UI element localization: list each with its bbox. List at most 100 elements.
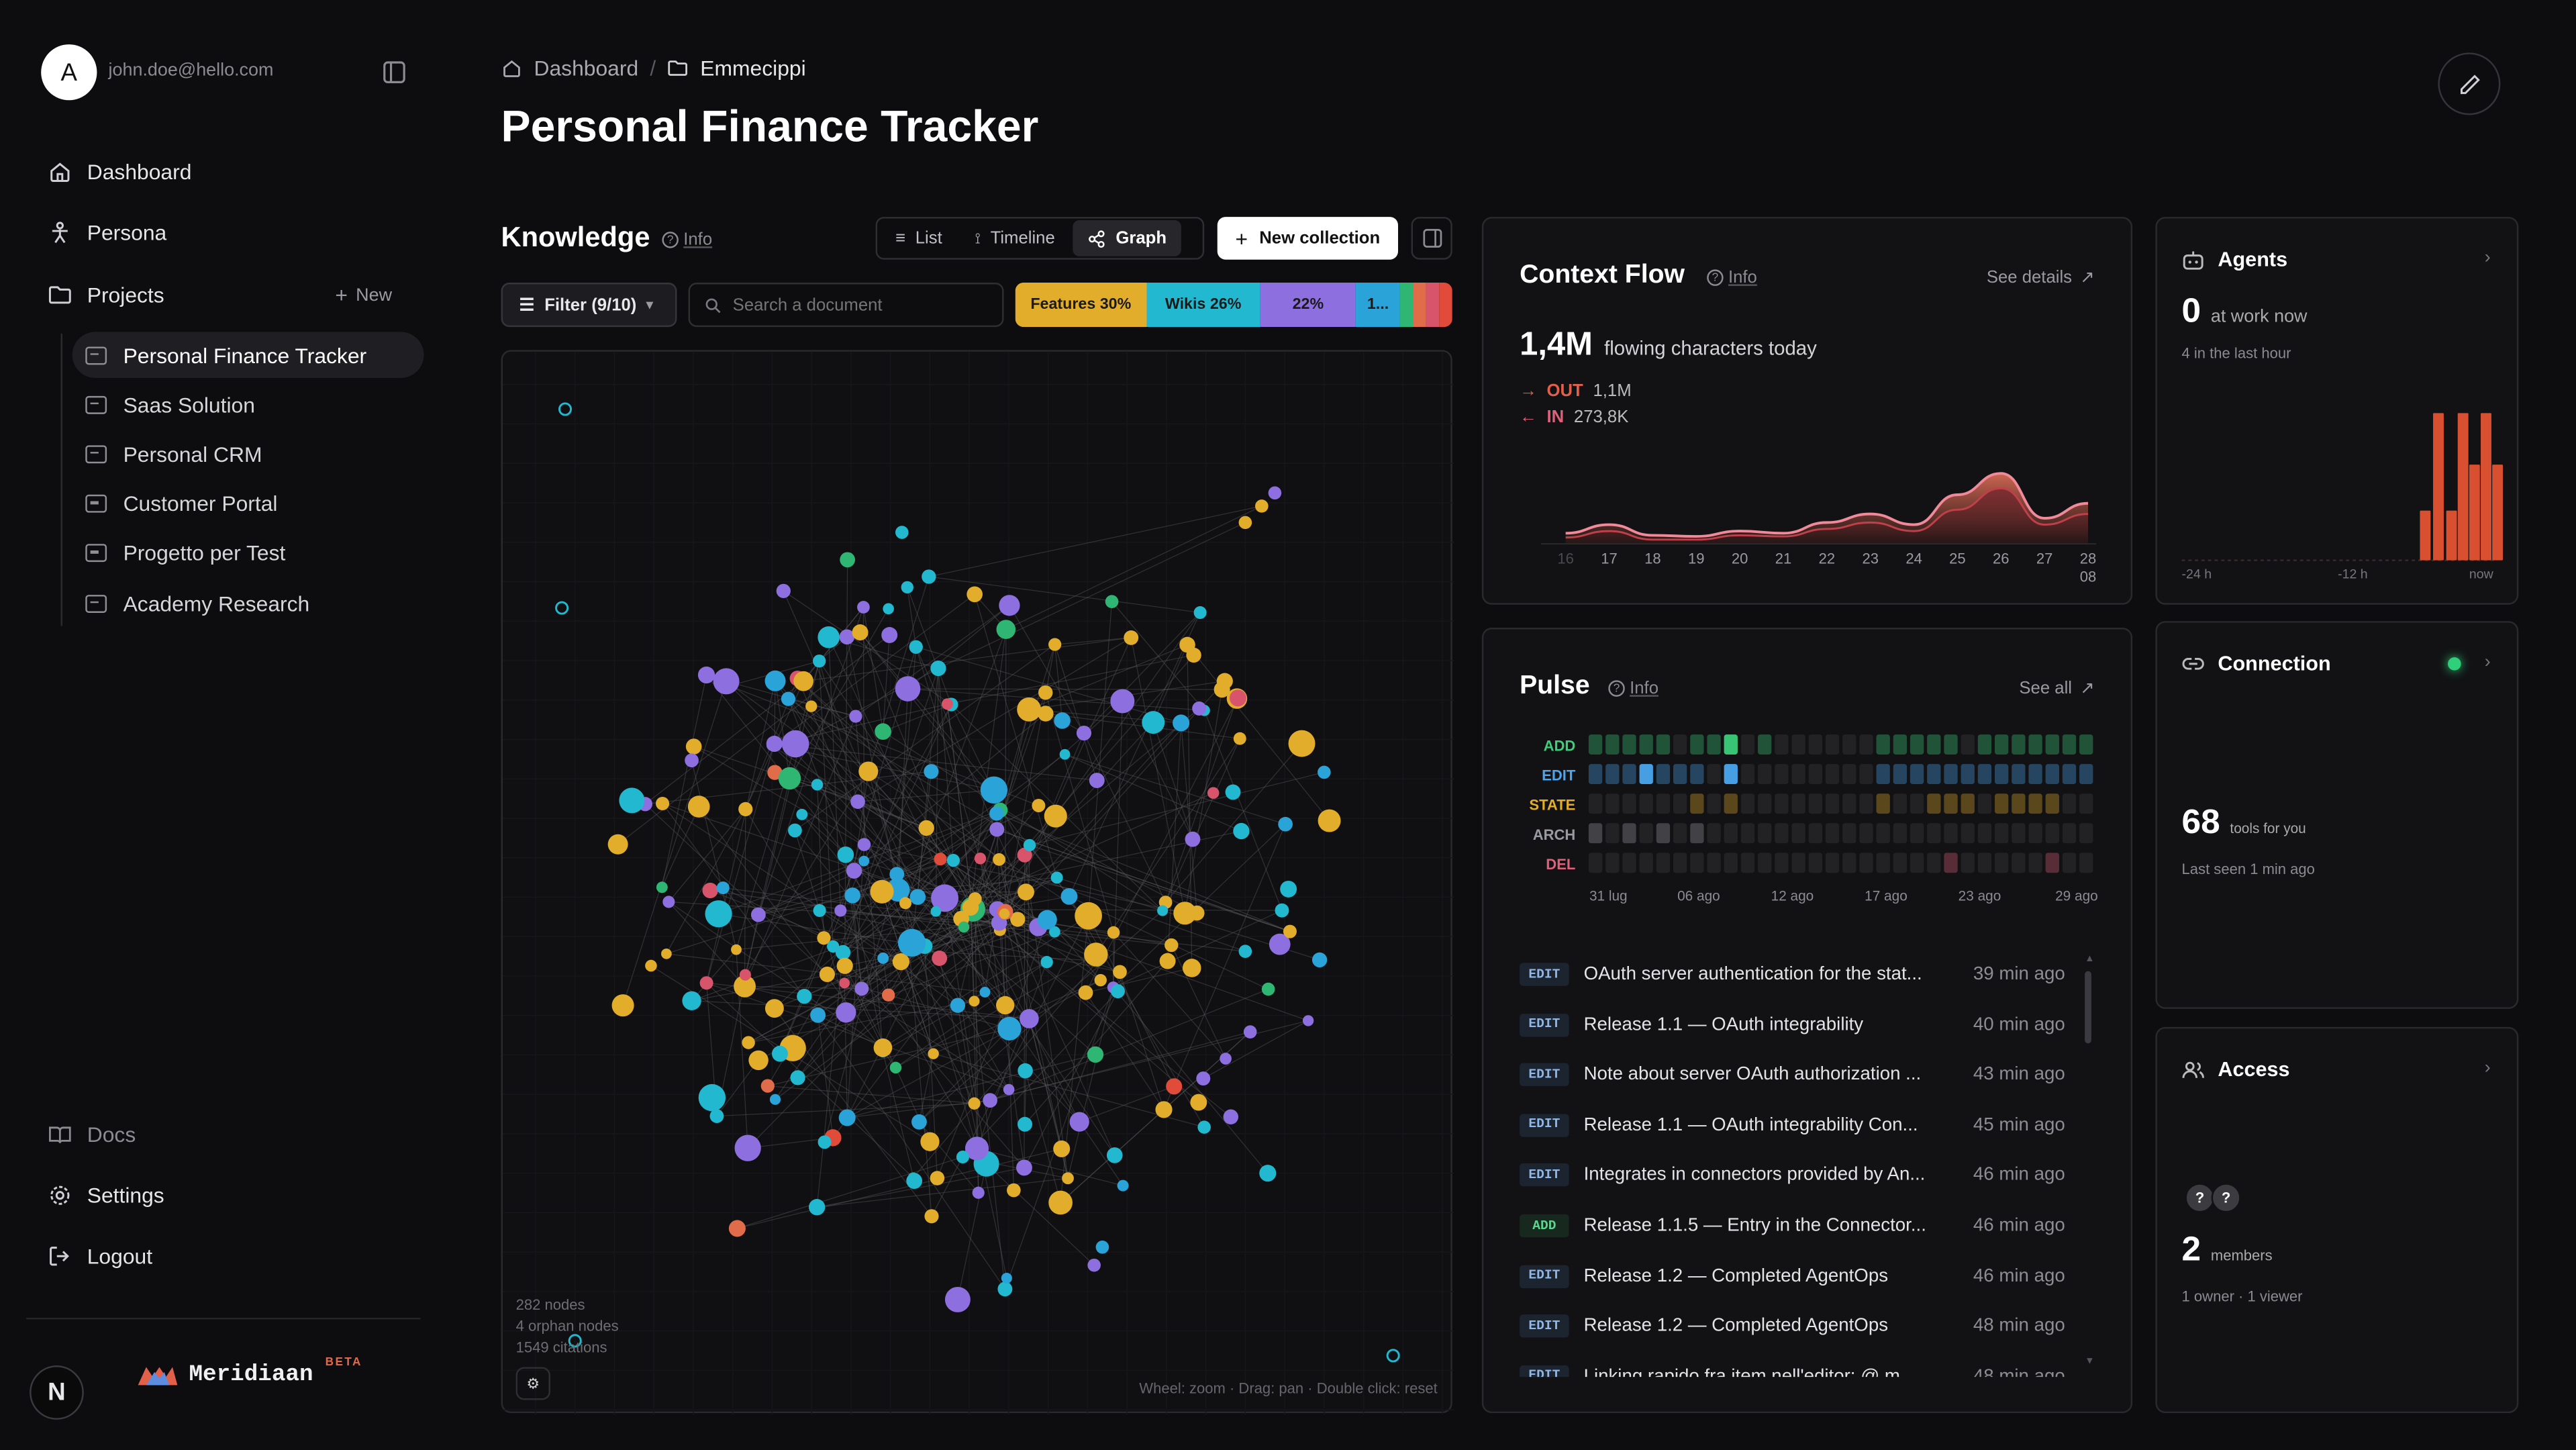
pulse-cell[interactable] (1808, 823, 1822, 844)
distribution-segment[interactable] (1426, 283, 1440, 328)
graph-node[interactable] (1050, 871, 1063, 884)
graph-node[interactable] (713, 668, 740, 695)
graph-node[interactable] (857, 838, 871, 851)
graph-node[interactable] (934, 853, 947, 866)
distribution-segment[interactable]: 1... (1356, 283, 1400, 328)
connection-panel[interactable]: Connection › 68 tools for you Last seen … (2155, 621, 2519, 1009)
graph-node[interactable] (999, 908, 1010, 920)
orphan-node[interactable] (1386, 1349, 1400, 1363)
pulse-cell[interactable] (1876, 793, 1890, 814)
pulse-cell[interactable] (1622, 793, 1636, 814)
graph-node[interactable] (1233, 822, 1250, 840)
pulse-cell[interactable] (1944, 853, 1958, 873)
graph-node[interactable] (989, 822, 1005, 837)
graph-node[interactable] (796, 808, 808, 820)
graph-node[interactable] (1318, 765, 1331, 779)
graph-node[interactable] (906, 1173, 923, 1189)
graph-node[interactable] (1105, 595, 1119, 608)
pulse-cell[interactable] (1893, 734, 1908, 755)
graph-node[interactable] (846, 863, 862, 879)
graph-settings-button[interactable]: ⚙ (515, 1367, 550, 1400)
graph-node[interactable] (764, 999, 784, 1018)
sidebar-item-project[interactable]: Academy Research (72, 580, 424, 626)
pulse-cell[interactable] (1808, 793, 1822, 814)
graph-node[interactable] (1157, 905, 1169, 916)
nav-persona[interactable]: Persona (48, 215, 166, 248)
pulse-cell[interactable] (1639, 764, 1653, 785)
pulse-info[interactable]: ? Info (1608, 679, 1658, 698)
graph-node[interactable] (838, 1109, 856, 1126)
graph-node[interactable] (1018, 1063, 1033, 1079)
knowledge-info[interactable]: ? Info (662, 230, 712, 250)
pulse-event-row[interactable]: EDIT Release 1.1 — OAuth integrability 40 … (1520, 1000, 2065, 1049)
pulse-cell[interactable] (2062, 853, 2077, 873)
graph-node[interactable] (1182, 959, 1201, 977)
graph-node[interactable] (909, 889, 926, 905)
graph-node[interactable] (781, 730, 809, 758)
pulse-cell[interactable] (2079, 734, 2093, 755)
pulse-cell[interactable] (1758, 793, 1772, 814)
graph-node[interactable] (956, 1151, 969, 1164)
graph-node[interactable] (619, 787, 645, 814)
edit-button[interactable] (2438, 52, 2501, 115)
distribution-segment[interactable] (1413, 283, 1426, 328)
graph-node[interactable] (968, 1097, 981, 1110)
search-box[interactable] (688, 283, 1004, 328)
graph-node[interactable] (928, 1048, 939, 1059)
graph-node[interactable] (922, 569, 936, 584)
graph-node[interactable] (1173, 714, 1190, 732)
graph-node[interactable] (930, 1171, 945, 1186)
pulse-cell[interactable] (1825, 764, 1840, 785)
graph-node[interactable] (611, 994, 634, 1017)
pulse-cell[interactable] (1927, 764, 1941, 785)
chevron-right-icon[interactable]: › (2484, 652, 2491, 673)
graph-node[interactable] (1192, 701, 1207, 716)
graph-node[interactable] (656, 796, 670, 811)
graph-node[interactable] (1142, 711, 1165, 734)
see-details-link[interactable]: See details ↗ (1987, 268, 2095, 287)
graph-node[interactable] (918, 820, 934, 836)
graph-node[interactable] (1007, 1183, 1021, 1198)
pulse-cell[interactable] (1910, 734, 1924, 755)
pulse-cell[interactable] (1707, 793, 1721, 814)
graph-node[interactable] (969, 996, 980, 1007)
pulse-event-row[interactable]: EDIT OAuth server authentication for the … (1520, 955, 2065, 999)
pulse-cell[interactable] (1893, 764, 1908, 785)
new-project-button[interactable]: + New (335, 283, 392, 307)
graph-node[interactable] (776, 583, 791, 598)
distribution-segment[interactable] (1439, 283, 1452, 328)
graph-node[interactable] (1124, 630, 1139, 645)
pulse-cell[interactable] (1910, 764, 1924, 785)
pulse-scrollbar[interactable]: ▲ ▼ (2085, 955, 2095, 1367)
pulse-event-row[interactable]: ADD Release 1.1.5 — Entry in the Connecto… (1520, 1201, 2065, 1250)
pulse-cell[interactable] (1622, 853, 1636, 873)
graph-node[interactable] (1179, 636, 1195, 653)
breadcrumb-dashboard[interactable]: Dashboard (534, 56, 639, 81)
graph-node[interactable] (788, 823, 802, 838)
access-panel[interactable]: Access › ? ? 2 members 1 owner · 1 viewe… (2155, 1026, 2519, 1414)
collapse-sidebar-icon[interactable] (383, 61, 405, 84)
pulse-cell[interactable] (1791, 793, 1805, 814)
pulse-cell[interactable] (1859, 793, 1873, 814)
new-collection-button[interactable]: + New collection (1217, 217, 1398, 260)
pulse-cell[interactable] (1842, 734, 1856, 755)
graph-node[interactable] (897, 928, 926, 957)
pulse-cell[interactable] (1673, 853, 1687, 873)
graph-node[interactable] (1197, 1120, 1211, 1134)
pulse-cell[interactable] (1740, 823, 1755, 844)
pulse-cell[interactable] (2062, 764, 2077, 785)
pulse-cell[interactable] (1876, 853, 1890, 873)
pulse-cell[interactable] (1707, 853, 1721, 873)
tab-list[interactable]: ≡ List (881, 220, 957, 256)
pulse-cell[interactable] (1605, 853, 1620, 873)
pulse-event-row[interactable]: EDIT Integrates in connectors provided by… (1520, 1151, 2065, 1200)
pulse-cell[interactable] (1758, 764, 1772, 785)
sidebar-item-project[interactable]: Progetto per Test (72, 530, 424, 577)
graph-node[interactable] (656, 881, 668, 893)
graph-node[interactable] (1054, 712, 1071, 729)
pulse-cell[interactable] (1724, 823, 1738, 844)
graph-node[interactable] (1275, 903, 1289, 918)
orphan-node[interactable] (558, 402, 573, 416)
pulse-cell[interactable] (1690, 734, 1704, 755)
pulse-cell[interactable] (1724, 734, 1738, 755)
